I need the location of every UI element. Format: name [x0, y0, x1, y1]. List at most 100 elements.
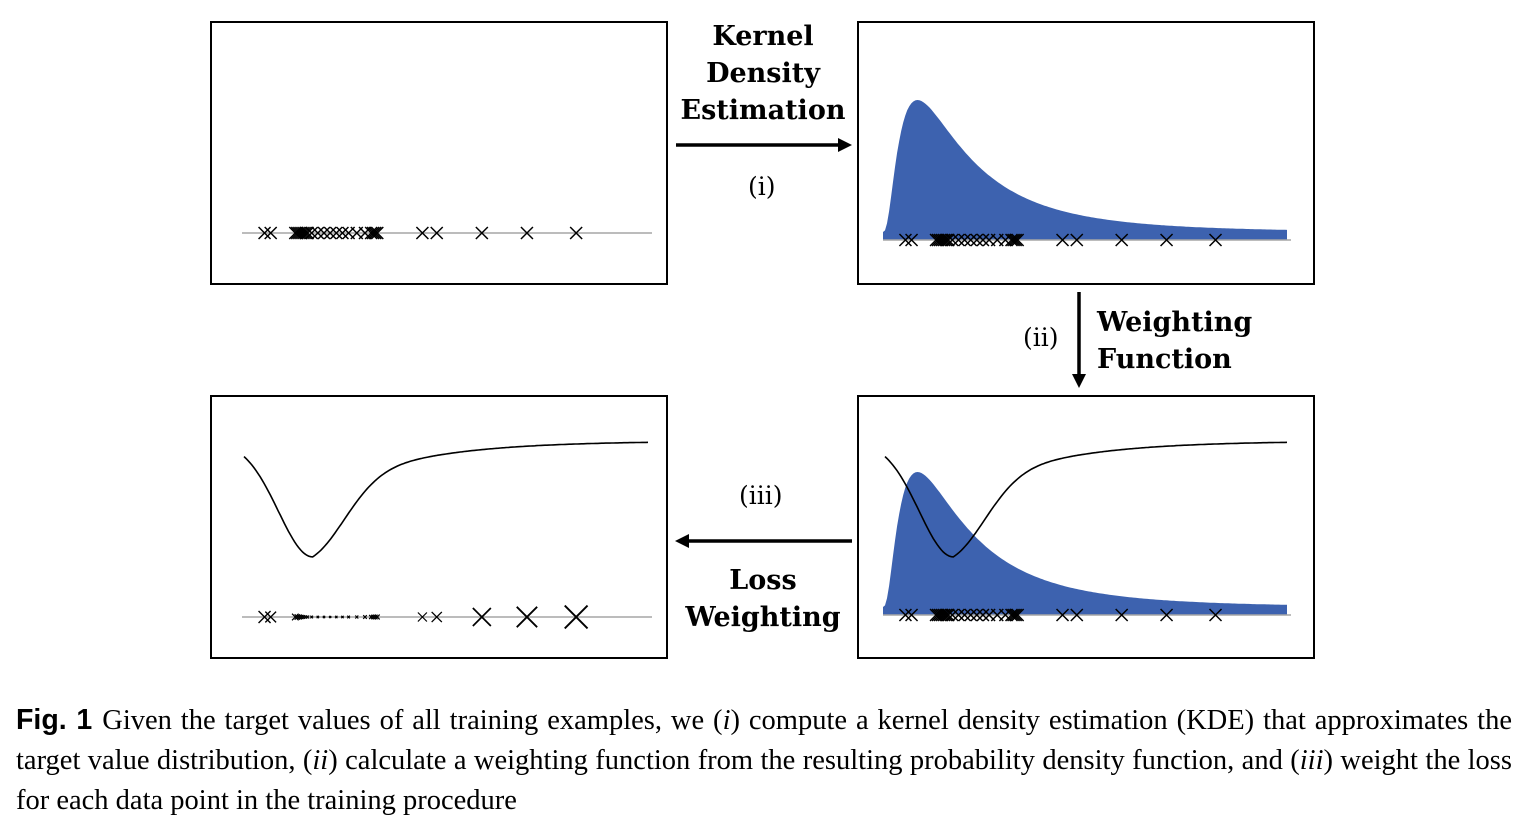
x-mark-icon	[309, 615, 314, 619]
x-mark-icon	[569, 226, 583, 240]
x-mark-icon	[964, 608, 978, 622]
kde-title-line-2: Density	[706, 58, 820, 89]
x-mark-icon	[340, 615, 345, 619]
x-mark-icon	[299, 226, 313, 240]
x-mark-icon	[905, 608, 919, 622]
density-curve	[883, 472, 1287, 615]
caption-emphasis: ii	[312, 745, 329, 776]
x-mark-icon	[1160, 233, 1174, 247]
x-mark-icon	[935, 233, 949, 247]
x-mark-icon	[317, 226, 331, 240]
weighting-panel	[857, 395, 1315, 659]
x-mark-icon	[1208, 608, 1223, 622]
sample-markers	[898, 233, 1223, 247]
samples-panel	[210, 21, 668, 285]
samples-plot	[242, 226, 652, 240]
x-mark-icon	[323, 226, 337, 240]
arrow-head-icon	[1072, 374, 1086, 388]
x-mark-icon	[370, 226, 384, 240]
x-mark-icon	[941, 608, 955, 622]
x-mark-icon	[1208, 233, 1223, 247]
kde-title-line-3: Estimation	[680, 95, 846, 126]
x-mark-icon	[311, 226, 325, 240]
x-mark-icon	[264, 611, 277, 623]
x-mark-icon	[1007, 608, 1021, 622]
weighting-step-number: (ii)	[1023, 323, 1059, 352]
kde-step-title: Kernel Density Estimation	[680, 18, 846, 129]
x-mark-icon	[941, 233, 955, 247]
x-mark-icon	[1055, 608, 1070, 622]
x-mark-icon	[564, 604, 589, 630]
x-mark-icon	[939, 233, 953, 247]
loss-title-line-2: Weighting	[685, 602, 841, 633]
x-mark-icon	[335, 226, 349, 240]
x-mark-icon	[945, 608, 959, 622]
x-mark-icon	[417, 612, 428, 622]
x-mark-icon	[958, 233, 972, 247]
x-mark-icon	[316, 615, 320, 619]
x-mark-icon	[431, 611, 443, 623]
x-mark-icon	[334, 615, 338, 619]
x-mark-icon	[964, 233, 978, 247]
x-mark-icon	[1009, 608, 1023, 622]
x-mark-icon	[1115, 233, 1129, 247]
x-mark-icon	[1007, 233, 1021, 247]
x-mark-icon	[1011, 608, 1025, 622]
x-mark-icon	[898, 233, 912, 247]
kde-step-number: (i)	[748, 172, 776, 201]
x-mark-icon	[945, 233, 959, 247]
x-mark-icon	[366, 226, 380, 240]
weighting-title-line-2: Function	[1097, 344, 1232, 375]
arrow-step-i	[676, 138, 852, 152]
caption-text: ) calculate a weighting function from th…	[328, 745, 1300, 776]
x-mark-icon	[296, 614, 303, 620]
x-mark-icon	[258, 226, 272, 240]
arrow-head-icon	[838, 138, 852, 152]
weighting-step-title: Weighting Function	[1097, 304, 1252, 378]
loss-step-title: Loss Weighting	[680, 562, 846, 636]
loss-step-number: (iii)	[739, 481, 783, 510]
x-mark-icon	[301, 226, 315, 240]
figure-caption: Fig. 1 Given the target values of all tra…	[16, 700, 1512, 821]
arrow-step-iii	[675, 534, 852, 548]
x-mark-icon	[1055, 233, 1070, 247]
x-mark-icon	[364, 226, 378, 240]
kde-title-line-1: Kernel	[712, 21, 814, 52]
x-mark-icon	[294, 226, 308, 240]
weighting-function-curve	[884, 441, 1288, 558]
x-mark-icon	[976, 608, 990, 622]
x-mark-icon	[939, 608, 953, 622]
x-mark-icon	[516, 606, 538, 628]
x-mark-icon	[354, 615, 359, 619]
x-mark-icon	[1004, 233, 1019, 247]
x-mark-icon	[1004, 608, 1019, 622]
arrow-head-icon	[675, 534, 689, 548]
density-curve	[883, 100, 1287, 240]
x-mark-icon	[258, 610, 272, 624]
loss-plot	[242, 441, 652, 630]
x-mark-icon	[472, 607, 492, 627]
weighting-plot	[883, 441, 1291, 622]
x-mark-icon	[520, 226, 534, 240]
x-mark-icon	[415, 226, 429, 240]
x-mark-icon	[264, 226, 278, 240]
x-mark-icon	[328, 615, 332, 619]
loss-weighting-panel	[210, 395, 668, 659]
x-mark-icon	[1160, 608, 1174, 622]
caption-text: Given the target values of all training …	[102, 705, 723, 736]
caption-text: ) weight the loss for each data point in…	[16, 745, 1512, 816]
x-mark-icon	[935, 608, 949, 622]
x-mark-icon	[362, 614, 368, 620]
x-mark-icon	[329, 226, 343, 240]
process-arrows	[675, 138, 1086, 548]
x-mark-icon	[976, 233, 990, 247]
caption-emphasis: i	[722, 705, 731, 736]
x-mark-icon	[1070, 233, 1084, 247]
x-mark-icon	[372, 614, 378, 620]
x-mark-icon	[1011, 233, 1025, 247]
x-mark-icon	[905, 233, 919, 247]
sample-markers	[898, 608, 1223, 622]
x-mark-icon	[951, 233, 966, 247]
weighting-title-line-1: Weighting	[1097, 307, 1253, 338]
x-mark-icon	[374, 614, 381, 620]
